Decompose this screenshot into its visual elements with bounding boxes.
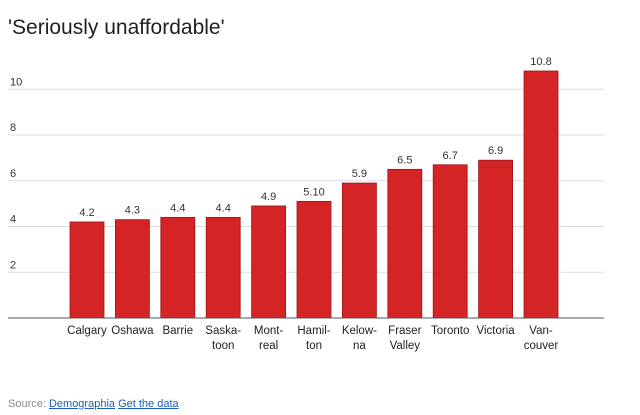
source-line: Source: Demographia Get the data: [8, 398, 179, 410]
bar: [251, 205, 287, 319]
bar: [341, 182, 377, 319]
bar-chart: 2 4 6 8 10 4.2 4.3 4.4 4.4 4.9 5.10 5.9 6.5 6.7 6.9 10…: [8, 56, 604, 352]
data-label: 4.4: [216, 202, 231, 214]
y-tick-label: 10: [10, 76, 22, 88]
x-tick-label: Oshawa: [111, 325, 154, 337]
bar: [205, 216, 241, 319]
bar: [69, 221, 105, 319]
y-tick-label: 6: [10, 168, 16, 180]
y-tick-label: 4: [10, 214, 16, 226]
x-tick-label: Hamil-: [297, 325, 330, 337]
bar: [478, 159, 514, 319]
bars: [69, 70, 559, 319]
x-tick-label: Van-: [529, 325, 553, 337]
x-tick-label: Barrie: [162, 325, 193, 337]
data-label: 6.9: [488, 145, 503, 157]
data-label: 6.5: [397, 154, 412, 166]
x-tick-label: na: [353, 340, 366, 352]
bar: [160, 216, 196, 319]
x-tick-label: Fraser: [388, 325, 421, 337]
y-axis-ticks: 2 4 6 8 10: [10, 76, 22, 271]
x-tick-label: Victoria: [477, 325, 516, 337]
bar: [387, 168, 423, 319]
x-tick-label: Kelow-: [342, 325, 377, 337]
x-tick-label: ton: [306, 340, 322, 352]
data-label: 4.9: [261, 191, 276, 203]
bar: [523, 70, 559, 319]
bar: [432, 164, 468, 319]
data-label: 4.4: [170, 202, 185, 214]
x-tick-label: Toronto: [431, 325, 469, 337]
x-tick-label: toon: [212, 340, 234, 352]
data-label: 5.10: [303, 186, 324, 198]
x-tick-label: Mont-: [254, 325, 284, 337]
category-labels: Calgary Oshawa Barrie Saska-toon Mont-real Ha…: [67, 325, 558, 352]
x-tick-label: Calgary: [67, 325, 107, 337]
get-data-link[interactable]: Get the data: [118, 398, 179, 410]
x-tick-label: couver: [524, 340, 559, 352]
source-prefix: Source:: [8, 398, 49, 410]
value-labels: 4.2 4.3 4.4 4.4 4.9 5.10 5.9 6.5 6.7 6.9 10.8: [79, 56, 551, 219]
data-label: 6.7: [443, 150, 458, 162]
data-label: 4.3: [125, 205, 140, 217]
data-label: 5.9: [352, 168, 367, 180]
x-tick-label: Saska-: [205, 325, 241, 337]
data-label: 4.2: [79, 207, 94, 219]
bar: [115, 219, 150, 319]
x-tick-label: Valley: [390, 340, 421, 352]
x-tick-label: real: [259, 340, 278, 352]
chart-title: 'Seriously unaffordable': [8, 16, 225, 39]
source-link[interactable]: Demographia: [48, 398, 116, 410]
bar: [296, 200, 332, 319]
y-tick-label: 2: [10, 259, 16, 271]
data-label: 10.8: [530, 56, 551, 68]
y-tick-label: 8: [10, 122, 16, 134]
